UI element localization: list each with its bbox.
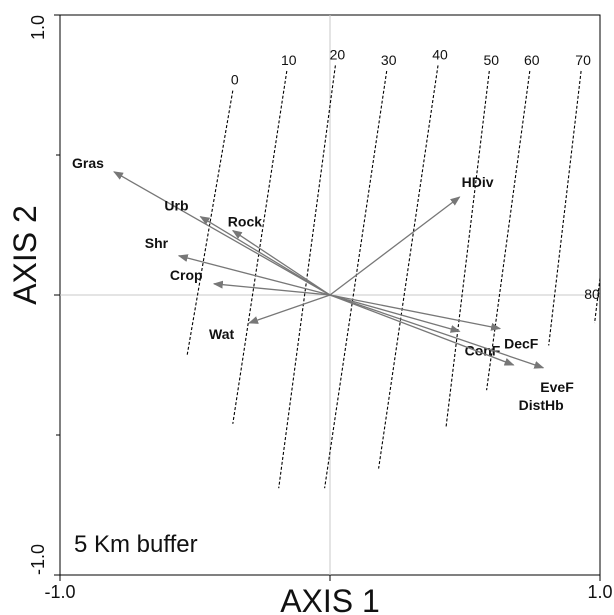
isoline-label-80: 80: [584, 286, 600, 302]
vector-conf: [329, 294, 461, 333]
vector-urb: [199, 216, 331, 296]
isoline-label-0: 0: [231, 72, 239, 88]
isoline-label-40: 40: [432, 46, 448, 62]
vector-crop: [212, 280, 331, 296]
ticks-group: [54, 14, 601, 581]
y-tick-min: -1.0: [28, 544, 48, 575]
vector-shr: [177, 254, 331, 296]
isoline-10: [232, 70, 288, 424]
isolines-group: 0 10 20 30 40 50 60 70 80: [186, 46, 601, 489]
buffer-annotation: 5 Km buffer: [74, 531, 198, 558]
vector-wat: [248, 294, 331, 324]
vector-label-hdiv: HDiv: [462, 174, 494, 190]
vector-label-conf: ConF: [465, 342, 501, 358]
vector-label-evef: EveF: [540, 379, 574, 395]
vector-hdiv: [329, 196, 461, 296]
y-tick-max: 1.0: [28, 15, 48, 40]
isoline-0: [186, 90, 234, 357]
vector-label-gras: Gras: [72, 155, 104, 171]
vector-label-crop: Crop: [170, 267, 203, 283]
x-tick-max: 1.0: [587, 582, 612, 602]
vector-gras: [113, 171, 331, 296]
isoline-80: [594, 278, 601, 324]
isoline-label-10: 10: [281, 52, 297, 68]
isoline-20: [278, 65, 336, 489]
isoline-label-20: 20: [330, 46, 346, 62]
isoline-30: [324, 70, 388, 489]
vector-label-urb: Urb: [164, 198, 188, 214]
isoline-label-60: 60: [524, 52, 540, 68]
isoline-50: [445, 70, 490, 427]
isoline-70: [548, 70, 582, 346]
x-tick-min: -1.0: [44, 582, 75, 602]
isoline-label-70: 70: [575, 52, 591, 68]
vector-label-rock: Rock: [228, 214, 262, 230]
vector-label-wat: Wat: [209, 326, 234, 342]
vector-decf: [329, 294, 502, 331]
vector-rock: [231, 230, 331, 296]
isoline-60: [486, 70, 531, 391]
vector-label-shr: Shr: [145, 235, 169, 251]
vector-evef: [329, 294, 545, 369]
x-axis-title: AXIS 1: [280, 583, 380, 615]
vector-label-decf: DecF: [504, 336, 539, 352]
isoline-label-30: 30: [381, 52, 397, 68]
vector-label-disthb: DistHb: [519, 397, 564, 413]
vector-disthb: [329, 294, 515, 366]
y-axis-title: AXIS 2: [7, 205, 43, 305]
isoline-40: [378, 65, 439, 469]
isoline-label-50: 50: [484, 52, 500, 68]
